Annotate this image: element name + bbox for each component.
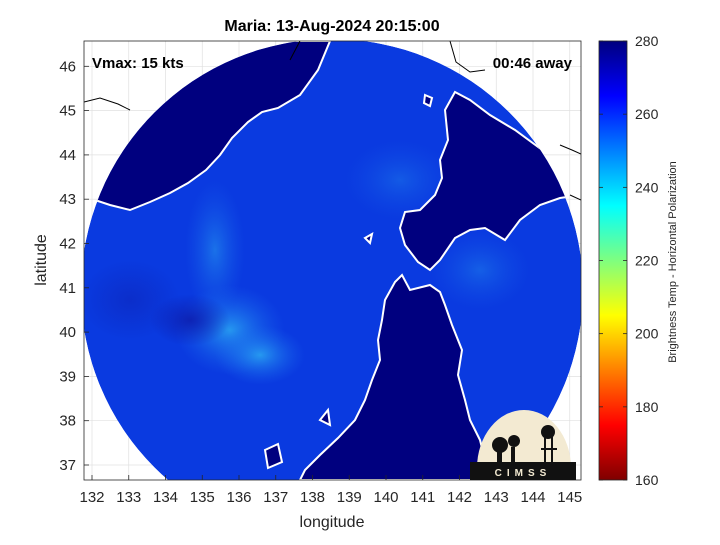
logo-text: CIMSS [495,468,552,479]
colorbar-tick-label: 180 [635,399,659,415]
y-tick-label: 40 [59,324,76,341]
island [422,93,434,108]
y-tick-label: 37 [59,457,76,474]
colorbar [598,40,628,481]
x-tick-label: 136 [226,489,251,506]
x-tick-label: 133 [116,489,141,506]
y-tick-label: 41 [59,280,76,297]
x-tick-label: 141 [410,489,435,506]
axes-frame [83,40,582,481]
time-away-annotation: 00:46 away [493,55,573,72]
y-tick-label: 38 [59,413,76,430]
y-axis: 37 38 39 40 41 42 43 44 45 46 [59,58,89,474]
x-tick-label: 137 [263,489,288,506]
y-tick-label: 46 [59,58,76,75]
x-tick-label: 145 [557,489,582,506]
x-axis: 132 133 134 135 136 137 138 139 140 141 142 143 144 1… [79,475,582,506]
vmax-annotation: Vmax: 15 kts [92,55,184,72]
x-tick-label: 132 [79,489,104,506]
colorbar-tick-label: 220 [635,253,659,269]
island [263,442,284,470]
island [363,232,374,245]
cimss-logo: CIMSS [470,410,576,480]
chart-title: Maria: 13-Aug-2024 20:15:00 [224,18,439,35]
x-tick-label: 139 [337,489,362,506]
x-tick-label: 140 [373,489,398,506]
colorbar-tick-label: 280 [635,33,659,49]
y-tick-label: 45 [59,103,76,120]
colorbar-tick-label: 260 [635,106,659,122]
x-tick-label: 143 [484,489,509,506]
x-tick-label: 134 [153,489,178,506]
coastline-outside-swath [84,41,581,201]
colorbar-tick-label: 240 [635,179,659,195]
y-tick-label: 44 [59,147,76,164]
colorbar-ticks: 280 260 240 220 200 180 160 [599,33,659,488]
colorbar-tick-label: 200 [635,326,659,342]
y-tick-label: 42 [59,236,76,253]
y-tick-label: 43 [59,191,76,208]
y-axis-label: latitude [33,234,50,286]
colorbar-tick-label: 160 [635,472,659,488]
x-axis-label: longitude [300,514,365,531]
land-honshu [298,273,492,480]
x-tick-label: 138 [300,489,325,506]
x-tick-label: 135 [190,489,215,506]
x-tick-label: 144 [520,489,545,506]
island [318,407,332,427]
colorbar-label: Brightness Temp - Horizontal Polarizatio… [667,161,679,363]
x-tick-label: 142 [447,489,472,506]
y-tick-label: 39 [59,368,76,385]
